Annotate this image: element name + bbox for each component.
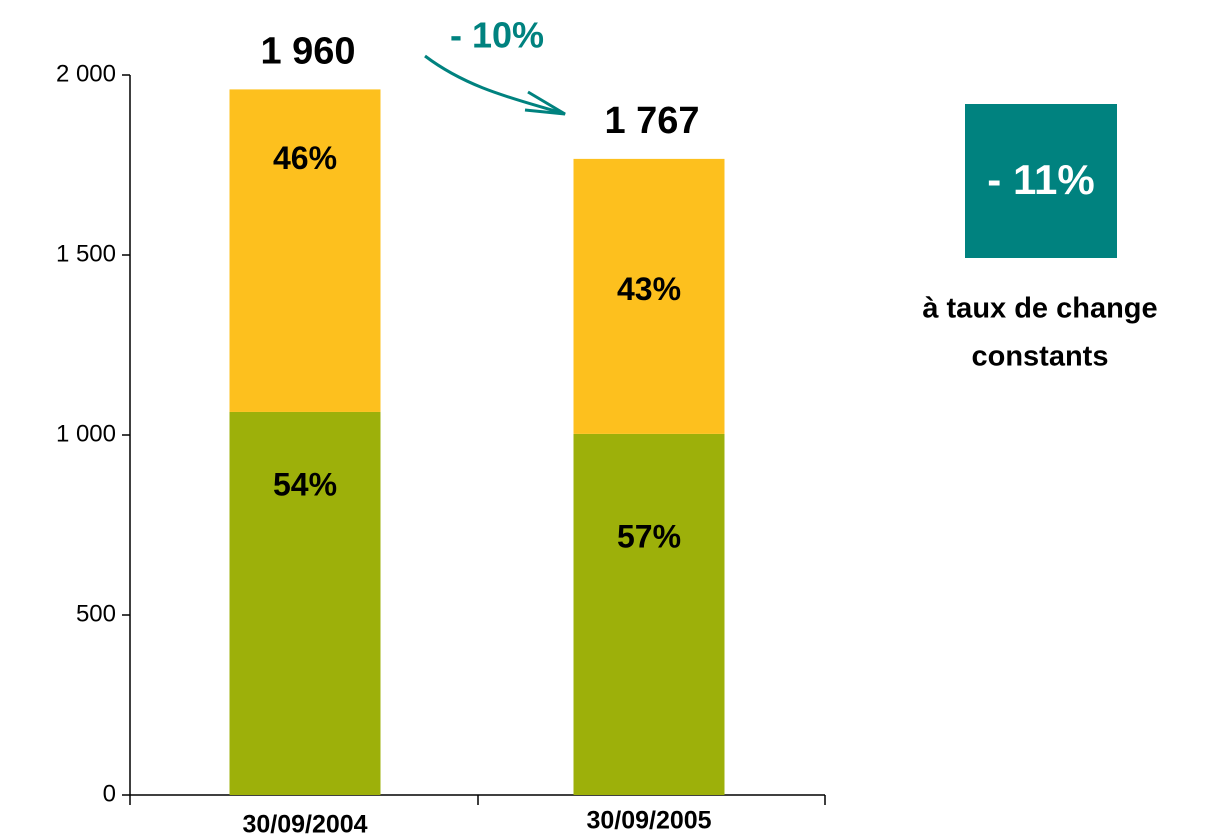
box-label: - 11%	[987, 156, 1094, 203]
y-tick-label: 500	[76, 600, 116, 627]
segment-label: 43%	[617, 271, 681, 307]
total-label: 1 767	[604, 100, 699, 142]
segment-label: 54%	[273, 466, 337, 502]
change-arrow	[424, 54, 566, 116]
change-box	[965, 104, 1117, 258]
bar-segment	[573, 158, 725, 434]
note-line: constants	[972, 341, 1109, 373]
y-tick-label: 0	[103, 780, 116, 807]
bar-segment	[229, 89, 381, 412]
note-line: à taux de change	[922, 293, 1157, 325]
x-tick-label: 30/09/2004	[242, 811, 367, 839]
segment-label: 57%	[617, 518, 681, 554]
y-tick-label: 1 500	[56, 240, 116, 267]
x-tick-label: 30/09/2005	[586, 807, 711, 835]
total-label: 1 960	[260, 30, 355, 72]
arrow-head	[524, 90, 566, 116]
y-tick-label: 2 000	[56, 60, 116, 87]
change-label: - 10%	[450, 15, 544, 56]
bar-segment	[229, 411, 381, 795]
bar-segment	[573, 433, 725, 795]
segment-label: 46%	[273, 140, 337, 176]
y-tick-label: 1 000	[56, 420, 116, 447]
